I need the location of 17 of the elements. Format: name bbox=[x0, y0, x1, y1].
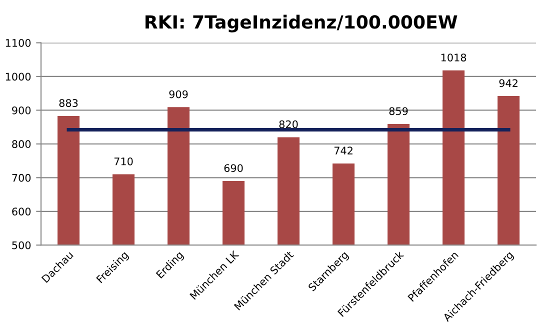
y-tick-label: 1000 bbox=[6, 72, 31, 81]
data-label: 820 bbox=[279, 120, 298, 128]
y-tick-label: 600 bbox=[12, 208, 31, 216]
data-label: 742 bbox=[334, 146, 352, 154]
data-label: 859 bbox=[389, 107, 408, 116]
data-label: 942 bbox=[499, 79, 518, 88]
data-label: 690 bbox=[224, 164, 243, 172]
data-label: 710 bbox=[114, 157, 133, 166]
data-label: 883 bbox=[59, 99, 78, 107]
y-tick-label: 500 bbox=[12, 241, 31, 250]
chart-title: RKI: 7TageInzidenz/100.000EW bbox=[146, 14, 458, 32]
y-tick-label: 800 bbox=[12, 140, 31, 148]
y-tick-label: 1100 bbox=[6, 38, 31, 47]
data-label: 1018 bbox=[441, 54, 466, 62]
y-tick-label: 700 bbox=[12, 174, 31, 182]
y-tick-label: 900 bbox=[12, 106, 31, 114]
data-label: 909 bbox=[169, 90, 188, 98]
